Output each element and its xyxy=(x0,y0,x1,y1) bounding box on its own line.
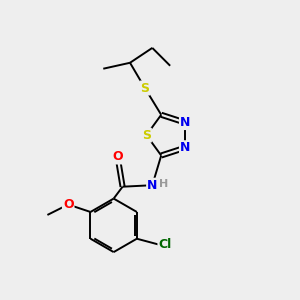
Text: O: O xyxy=(113,151,123,164)
Text: H: H xyxy=(159,179,168,189)
Text: N: N xyxy=(147,179,158,192)
Text: Cl: Cl xyxy=(158,238,172,251)
Text: S: S xyxy=(142,129,151,142)
Text: S: S xyxy=(140,82,149,94)
Text: N: N xyxy=(180,116,190,129)
Text: O: O xyxy=(63,198,74,211)
Text: N: N xyxy=(180,141,190,154)
